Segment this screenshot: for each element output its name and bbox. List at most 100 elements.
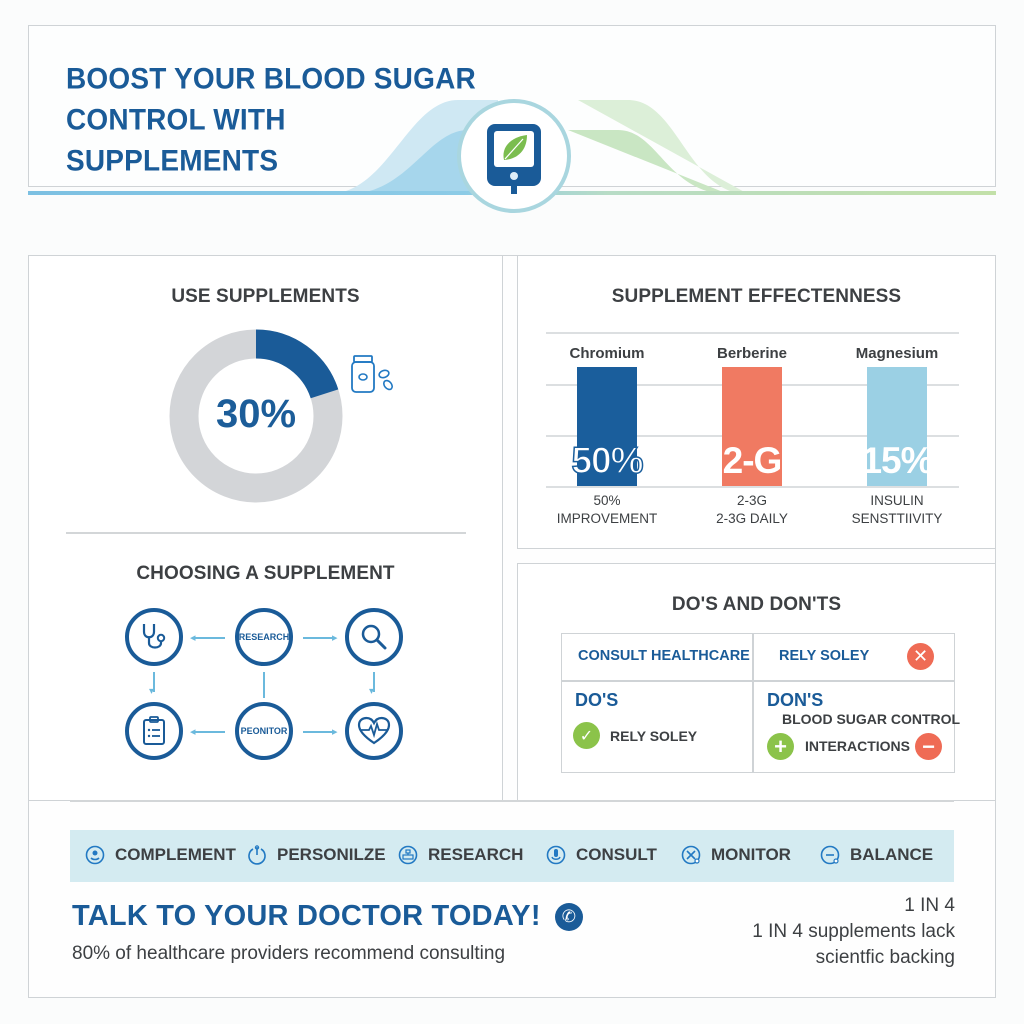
strip-item-consult: CONSULT <box>546 845 657 865</box>
strip-label: BALANCE <box>850 845 934 864</box>
tips-strip <box>70 830 954 882</box>
table-col-divider <box>752 634 754 772</box>
check-circle-icon: ✓ <box>573 722 600 749</box>
minus-circle-icon: − <box>915 733 942 760</box>
donts-item: INTERACTIONS <box>805 738 910 754</box>
table-row-divider <box>562 680 954 682</box>
gridline <box>546 332 959 334</box>
strip-label: RESEARCH <box>428 845 524 864</box>
sub-line: IMPROVEMENT <box>556 511 658 526</box>
strip-item-personalize: PERSONILZE <box>247 845 386 865</box>
person-circle-icon <box>85 845 105 865</box>
bar-sub-chromium: 50% IMPROVEMENT <box>527 492 687 528</box>
microphone-circle-icon <box>546 845 566 865</box>
bar-value-chromium: 50% <box>571 439 645 482</box>
magnifier-icon <box>361 624 387 650</box>
baseline <box>546 486 959 488</box>
title-line-2: CONTROL WITH <box>66 103 286 136</box>
arrow-head: ▾ <box>149 686 155 697</box>
title-line-3: SUPPLEMENTS <box>66 144 279 177</box>
sub-line: 2-3G <box>736 493 767 508</box>
strip-label: PERSONILZE <box>277 845 386 864</box>
flow-arrow-left-bottom <box>193 731 225 733</box>
flow-node-heart <box>345 702 403 760</box>
use-supplements-title: USE SUPPLEMENTS <box>171 286 360 307</box>
bar-chromium <box>577 367 637 486</box>
flow-arrow-down-left <box>153 672 155 692</box>
flow-arrow-down-right <box>373 672 375 692</box>
flow-node-monitor: PEONITOR <box>235 702 293 760</box>
arrow-head: ▾ <box>369 686 375 697</box>
effectiveness-title: SUPPLEMENT EFFECTENNESS <box>611 286 902 307</box>
bar-berberine <box>722 367 782 486</box>
glucometer-leaf-icon <box>457 99 571 213</box>
x-circle-icon: ✕ <box>907 643 934 670</box>
flow-connector-center <box>263 672 265 698</box>
header-left-cell: CONSULT HEALTHCARE <box>578 648 750 664</box>
bar-sub-berberine: 2-3G 2-3G DAILY <box>672 492 832 528</box>
strip-label: CONSULT <box>576 845 657 864</box>
bar-label-chromium: Chromium <box>569 345 645 362</box>
strip-item-balance: BALANCE <box>820 845 933 865</box>
dos-item: RELY SOLEY <box>610 728 698 744</box>
strip-label: MONITOR <box>711 845 791 864</box>
flow-node-clipboard <box>125 702 183 760</box>
flow-node-label: RESEARCH <box>238 632 290 642</box>
usage-donut-chart <box>169 329 343 503</box>
flow-node-label: PEONITOR <box>240 726 288 736</box>
bar-label-berberine: Berberine <box>716 345 788 362</box>
stat-line: scientfic backing <box>815 947 955 968</box>
arrow-head: ◂ <box>190 632 196 644</box>
clipboard-checklist-icon <box>143 716 165 745</box>
strip-label: COMPLEMENT <box>115 845 236 864</box>
strip-item-monitor: MONITOR <box>681 845 791 865</box>
arrow-head: ▸ <box>332 726 338 738</box>
dos-donts-title: DO'S AND DON'TS <box>671 594 842 615</box>
stat-callout: 1 IN 4 1 IN 4 supplements lack scientfic… <box>752 893 955 971</box>
phone-icon[interactable]: ✆ <box>554 903 583 932</box>
strip-item-research: RESEARCH <box>398 845 523 865</box>
bar-value-magnesium: 15% <box>861 440 933 481</box>
strip-item-complement: COMPLEMENT <box>85 845 236 865</box>
flow-arrow-right-top <box>303 637 335 639</box>
donut-center-label: 30% <box>215 392 297 436</box>
sub-line: 2-3G DAILY <box>716 511 788 526</box>
donts-line: BLOOD SUGAR CONTROL <box>782 711 961 727</box>
flow-node-stethoscope <box>125 608 183 666</box>
sub-line: 50% <box>593 493 621 508</box>
bar-magnesium <box>867 367 927 486</box>
stat-line: 1 IN 4 supplements lack <box>752 921 955 942</box>
sub-line: INSULIN <box>870 493 924 508</box>
bar-value-berberine: 2-G <box>722 440 783 481</box>
stethoscope-icon <box>142 624 166 649</box>
minus-circle-icon <box>820 845 840 865</box>
cta-text: TALK TO YOUR DOCTOR TODAY! <box>72 900 541 932</box>
dos-donts-table <box>561 633 955 773</box>
heart-pulse-icon <box>357 716 391 745</box>
plus-circle-icon: + <box>767 733 794 760</box>
cta-subtext: 80% of healthcare providers recommend co… <box>72 943 506 964</box>
dos-donts-panel <box>517 563 996 801</box>
lab-circle-icon <box>398 845 418 865</box>
header-right-cell: RELY SOLEY <box>779 648 870 664</box>
cta-heading: TALK TO YOUR DOCTOR TODAY! ✆ <box>72 900 583 933</box>
flow-node-search <box>345 608 403 666</box>
timer-icon <box>248 845 266 865</box>
left-panel-divider <box>66 532 466 534</box>
arrow-head: ▸ <box>332 632 338 644</box>
choosing-title: CHOOSING A SUPPLEMENT <box>136 563 395 584</box>
flow-node-research: RESEARCH <box>235 608 293 666</box>
bar-sub-magnesium: INSULIN SENSTTIIVITY <box>817 492 977 528</box>
stat-line: 1 IN 4 <box>904 895 955 916</box>
donts-heading: DON'S <box>767 690 824 710</box>
dos-heading: DO'S <box>575 690 619 710</box>
sub-line: SENSTTIIVITY <box>851 511 943 526</box>
page-title: BOOST YOUR BLOOD SUGAR CONTROL WITH SUPP… <box>66 58 476 181</box>
bar-label-magnesium: Magnesium <box>855 345 939 362</box>
title-line-1: BOOST YOUR BLOOD SUGAR <box>66 62 476 95</box>
arrow-head: ◂ <box>190 726 196 738</box>
supplement-bottle-pills-icon <box>351 355 393 393</box>
flow-arrow-left-top <box>193 637 225 639</box>
bottom-divider <box>70 800 954 802</box>
cross-circle-icon <box>681 845 701 865</box>
